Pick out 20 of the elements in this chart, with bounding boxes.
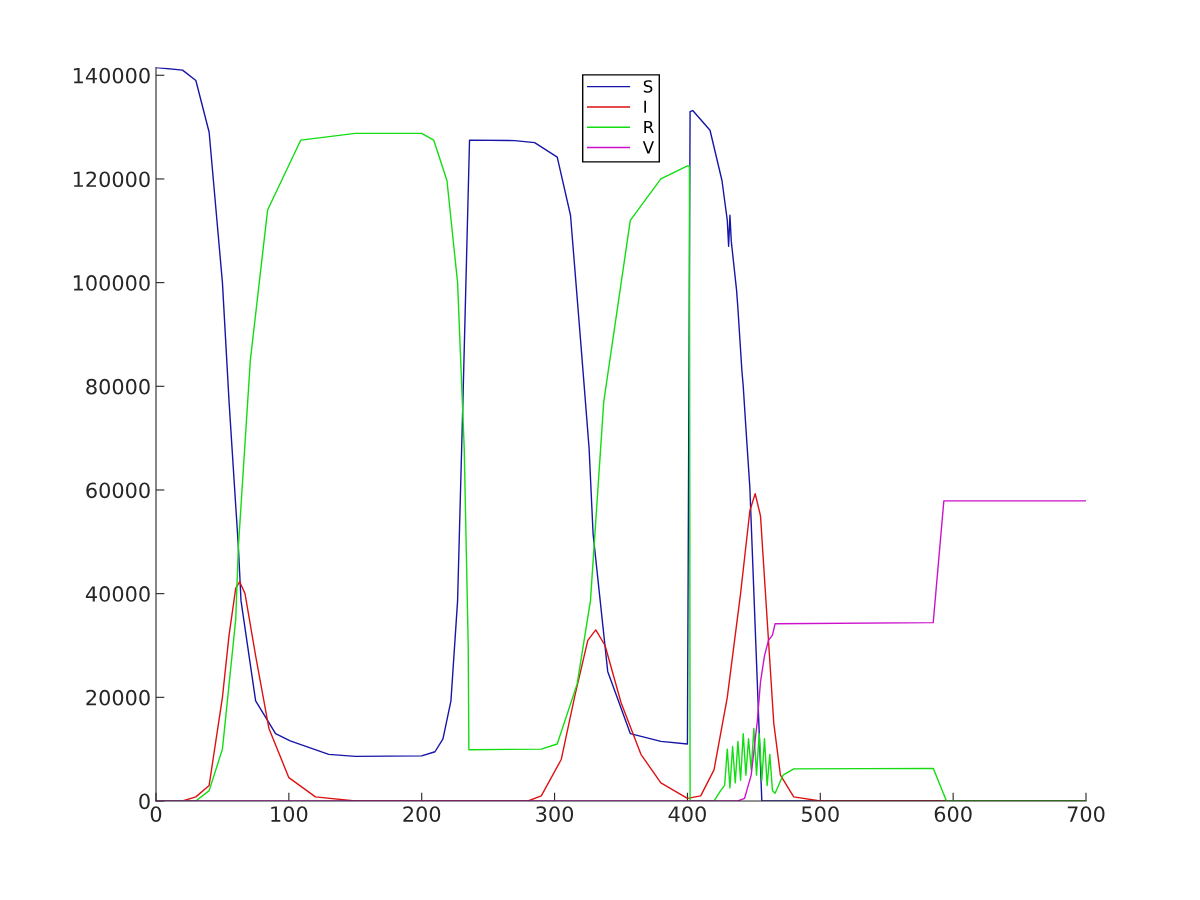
x-tick-label: 600 [934, 806, 972, 822]
y-tick-label: 0 [139, 793, 150, 810]
legend-label: I [644, 100, 646, 113]
y-tick-label: 60000 [86, 482, 150, 499]
y-tick-label: 120000 [73, 171, 150, 188]
legend-label: S [643, 80, 653, 93]
y-tick-label: 40000 [85, 586, 150, 602]
y-tick-label: 80000 [86, 378, 150, 395]
legend-label: V [642, 141, 654, 154]
x-tick-label: 0 [150, 806, 162, 822]
x-tick-label: 300 [536, 806, 574, 822]
legend-label: R [644, 120, 654, 134]
x-tick-label: 700 [1067, 806, 1105, 822]
x-tick-label: 500 [802, 806, 839, 822]
y-tick-label: 20000 [86, 689, 150, 706]
x-tick-label: 200 [403, 806, 441, 822]
x-tick-label: 100 [271, 806, 308, 822]
y-tick-label: 100000 [73, 275, 150, 291]
x-tick-label: 400 [668, 806, 706, 822]
y-tick-label: 140000 [73, 67, 150, 84]
